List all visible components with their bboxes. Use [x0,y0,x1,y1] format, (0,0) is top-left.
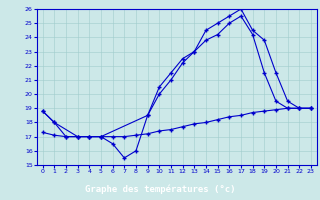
Text: Graphe des températures (°c): Graphe des températures (°c) [85,184,235,194]
